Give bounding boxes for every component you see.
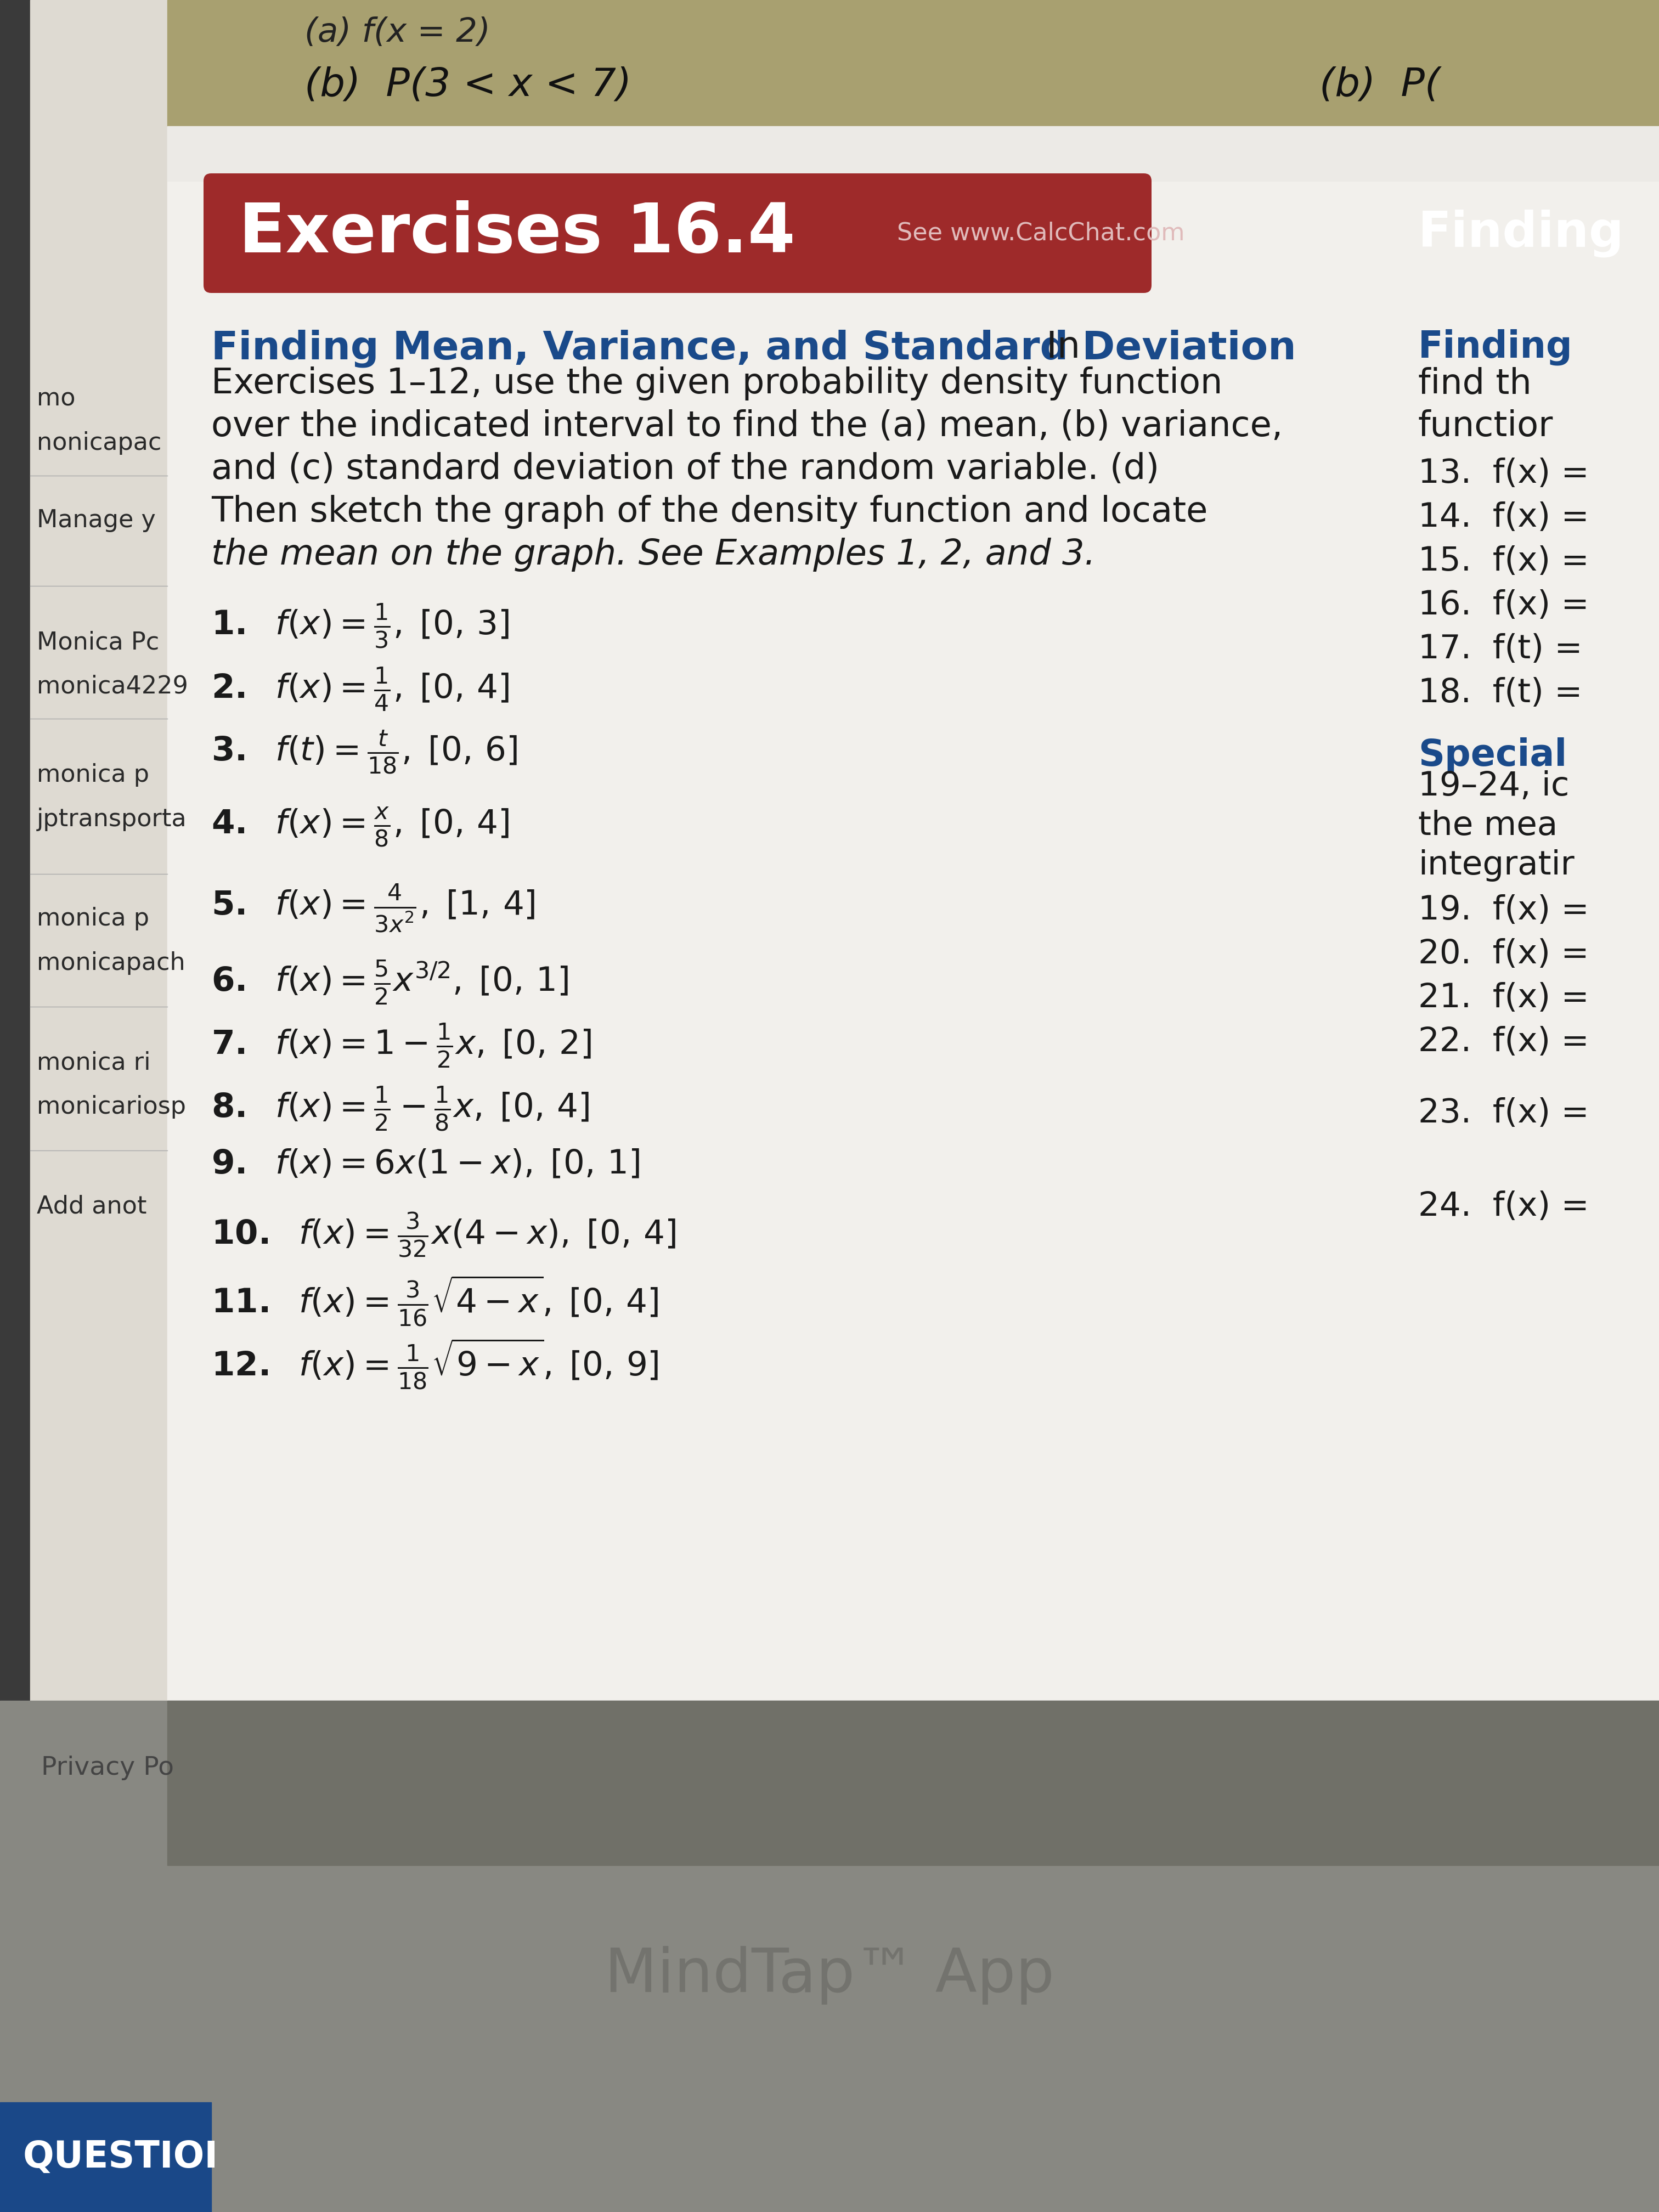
Text: monica4229: monica4229 [36,675,187,699]
Text: monicariosp: monicariosp [36,1095,186,1119]
Text: Exercises 1–12, use the given probability density function: Exercises 1–12, use the given probabilit… [211,367,1223,400]
Text: monica p: monica p [36,763,149,787]
Text: $\mathbf{5.}$  $f(x) = \frac{4}{3x^2},\;[1,\,4]$: $\mathbf{5.}$ $f(x) = \frac{4}{3x^2},\;[… [211,883,536,933]
Text: Finding Mean, Variance, and Standard Deviation: Finding Mean, Variance, and Standard Dev… [211,330,1296,367]
Bar [30,0,168,2212]
Bar [168,1701,1659,1865]
Text: Manage y: Manage y [36,509,156,533]
Text: Privacy Po: Privacy Po [41,1756,174,1781]
Text: find th: find th [1418,367,1531,400]
Bar [0,2101,211,2212]
Text: 20.  f(x) =: 20. f(x) = [1418,938,1589,971]
Text: Exercises 16.4: Exercises 16.4 [239,199,795,265]
Text: functior: functior [1418,409,1553,442]
Text: Then sketch the graph of the density function and locate: Then sketch the graph of the density fun… [211,495,1208,529]
Text: MindTap™ App: MindTap™ App [604,1947,1055,2004]
Bar [168,0,1659,1701]
Text: Monica Pc: Monica Pc [36,630,159,655]
Text: the mea: the mea [1418,810,1558,843]
Text: (b)  P(: (b) P( [1319,66,1440,104]
Bar [0,0,30,2212]
Text: 22.  f(x) =: 22. f(x) = [1418,1026,1589,1057]
Text: 19–24, ic: 19–24, ic [1418,770,1569,803]
Text: $\mathbf{3.}$  $f(t) = \frac{t}{18},\;[0,\,6]$: $\mathbf{3.}$ $f(t) = \frac{t}{18},\;[0,… [211,728,518,774]
Text: $\mathbf{4.}$  $f(x) = \frac{x}{8},\;[0,\,4]$: $\mathbf{4.}$ $f(x) = \frac{x}{8},\;[0,\… [211,805,509,847]
Text: $\mathbf{7.}$  $f(x) = 1 - \frac{1}{2}x,\;[0,\,2]$: $\mathbf{7.}$ $f(x) = 1 - \frac{1}{2}x,\… [211,1022,592,1068]
Bar [168,0,1659,126]
Text: $\mathbf{8.}$  $f(x) = \frac{1}{2} - \frac{1}{8}x,\;[0,\,4]$: $\mathbf{8.}$ $f(x) = \frac{1}{2} - \fra… [211,1086,589,1133]
Text: Add anot: Add anot [36,1194,146,1219]
Text: (b)  P(3 < x < 7): (b) P(3 < x < 7) [305,66,632,104]
Bar [0,1701,1659,2212]
Text: Finding: Finding [1418,210,1624,257]
Text: $\mathbf{12.}$  $f(x) = \frac{1}{18}\sqrt{9 - x},\;[0,\,9]$: $\mathbf{12.}$ $f(x) = \frac{1}{18}\sqrt… [211,1338,659,1391]
Text: 24.  f(x) =: 24. f(x) = [1418,1190,1589,1223]
Text: $\mathbf{6.}$  $f(x) = \frac{5}{2}x^{3/2},\;[0,\,1]$: $\mathbf{6.}$ $f(x) = \frac{5}{2}x^{3/2}… [211,960,569,1006]
Text: nonicapac: nonicapac [36,431,161,456]
Text: over the indicated interval to find the (a) mean, (b) variance,: over the indicated interval to find the … [211,409,1282,442]
Text: 18.  f(t) =: 18. f(t) = [1418,677,1583,710]
Text: $\mathbf{2.}$  $f(x) = \frac{1}{4},\;[0,\,4]$: $\mathbf{2.}$ $f(x) = \frac{1}{4},\;[0,\… [211,666,509,712]
Text: $\mathbf{11.}$  $f(x) = \frac{3}{16}\sqrt{4 - x},\;[0,\,4]$: $\mathbf{11.}$ $f(x) = \frac{3}{16}\sqrt… [211,1274,659,1327]
Text: 16.  f(x) =: 16. f(x) = [1418,588,1589,622]
Text: integratir: integratir [1418,849,1574,883]
Text: 19.  f(x) =: 19. f(x) = [1418,894,1589,927]
Text: Finding: Finding [1418,330,1573,365]
Text: Special: Special [1418,737,1568,774]
Text: (a) f(x = 2): (a) f(x = 2) [305,18,491,49]
Text: See www.CalcChat.com: See www.CalcChat.com [898,221,1185,246]
Text: the mean on the graph. See Examples 1, 2, and 3.: the mean on the graph. See Examples 1, 2… [211,538,1095,571]
Text: and (c) standard deviation of the random variable. (d): and (c) standard deviation of the random… [211,451,1160,487]
Text: 14.  f(x) =: 14. f(x) = [1418,502,1589,533]
Text: In: In [1024,330,1080,365]
Text: mo: mo [36,387,75,411]
Text: 13.  f(x) =: 13. f(x) = [1418,458,1589,489]
Text: 23.  f(x) =: 23. f(x) = [1418,1097,1589,1130]
Bar [168,126,1659,181]
Text: monica ri: monica ri [36,1051,151,1075]
Text: QUESTIOI: QUESTIOI [23,2139,219,2174]
Text: jptransporta: jptransporta [36,807,187,832]
Text: $\mathbf{9.}$  $f(x) = 6x(1 - x),\;[0,\,1]$: $\mathbf{9.}$ $f(x) = 6x(1 - x),\;[0,\,1… [211,1148,640,1181]
Text: 21.  f(x) =: 21. f(x) = [1418,982,1589,1015]
Text: monicapach: monicapach [36,951,186,975]
Text: 17.  f(t) =: 17. f(t) = [1418,633,1583,666]
FancyBboxPatch shape [204,173,1151,292]
Text: monica p: monica p [36,907,149,931]
Text: $\mathbf{10.}$  $f(x) = \frac{3}{32}x(4 - x),\;[0,\,4]$: $\mathbf{10.}$ $f(x) = \frac{3}{32}x(4 -… [211,1212,675,1259]
Text: 15.  f(x) =: 15. f(x) = [1418,546,1589,577]
Text: $\mathbf{1.}$  $f(x) = \frac{1}{3},\;[0,\,3]$: $\mathbf{1.}$ $f(x) = \frac{1}{3},\;[0,\… [211,602,509,650]
